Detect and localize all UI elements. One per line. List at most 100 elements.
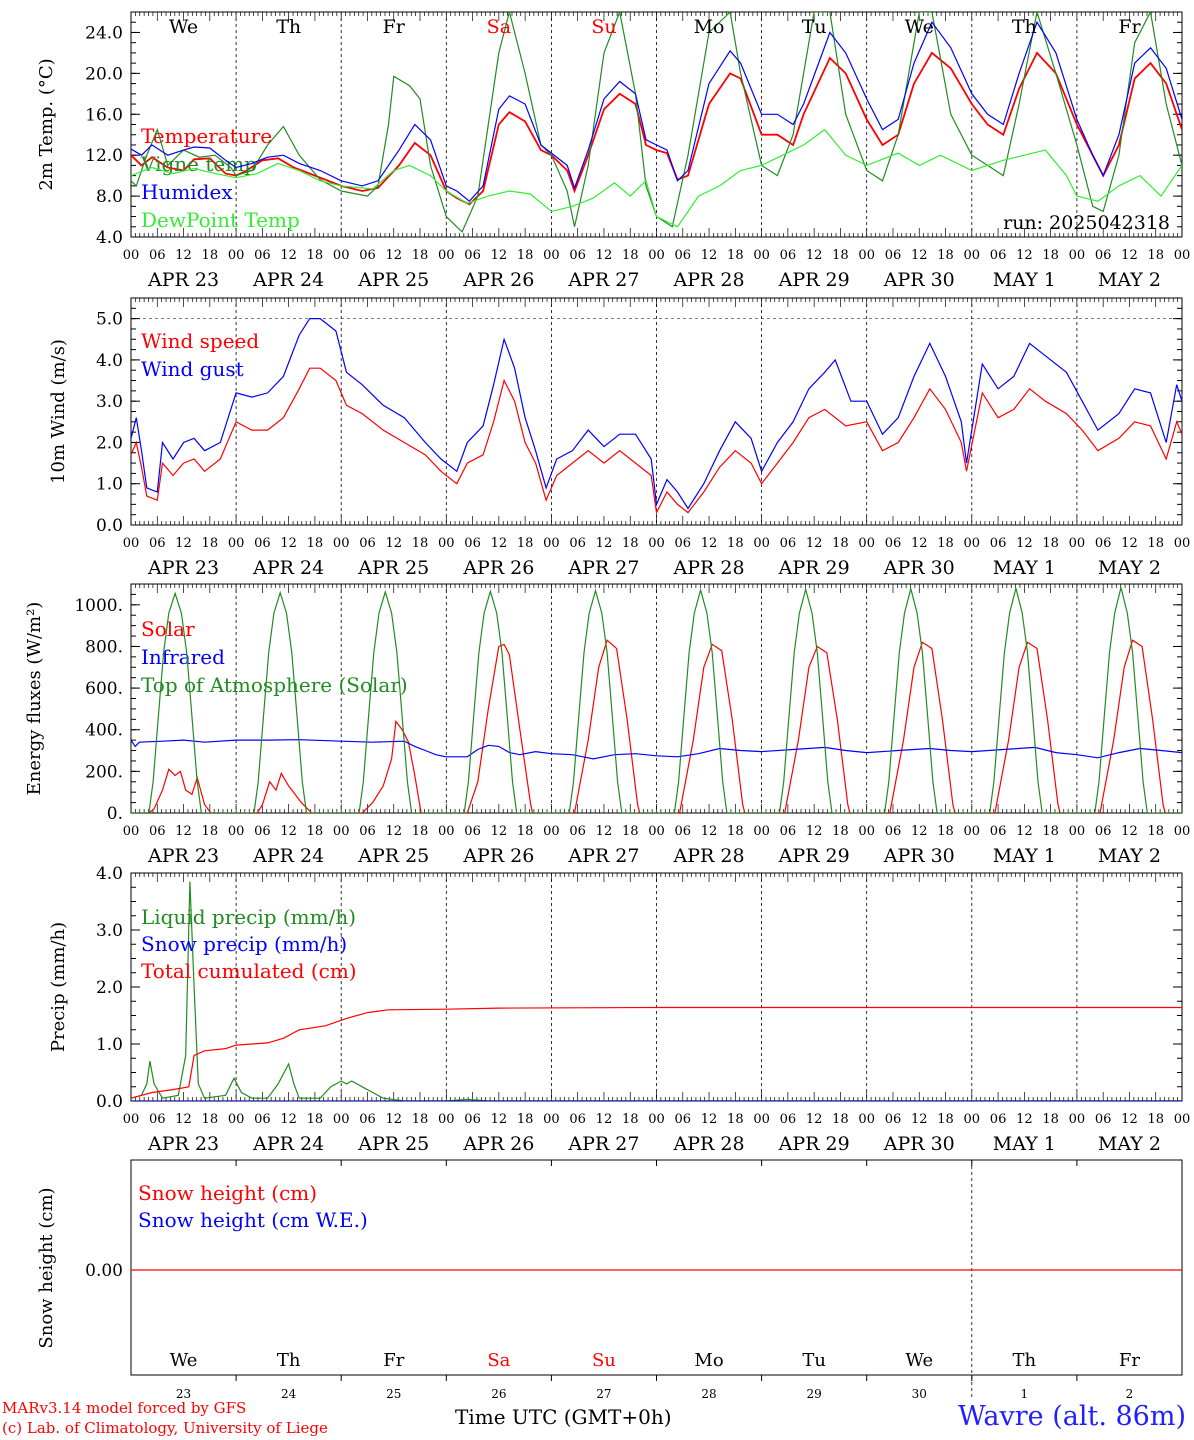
date-label: APR 23 xyxy=(147,269,219,291)
hour-tick-label: 06 xyxy=(780,824,797,839)
hour-tick-label: 06 xyxy=(359,248,376,263)
date-label: APR 28 xyxy=(673,1133,745,1155)
hour-tick-label: 18 xyxy=(307,536,324,551)
date-label: APR 30 xyxy=(883,269,955,291)
hour-tick-label: 06 xyxy=(359,1112,376,1127)
hour-tick-label: 18 xyxy=(412,824,429,839)
y-tick-label: 0.00 xyxy=(85,1261,123,1281)
date-label: APR 26 xyxy=(462,269,534,291)
hour-tick-label: 00 xyxy=(753,824,770,839)
hour-tick-label: 12 xyxy=(491,248,508,263)
hour-tick-label: 18 xyxy=(727,248,744,263)
date-label: APR 28 xyxy=(673,269,745,291)
hour-tick-label: 18 xyxy=(517,824,534,839)
hour-tick-label: 00 xyxy=(964,824,981,839)
hour-tick-label: 18 xyxy=(307,248,324,263)
hour-tick-label: 18 xyxy=(1042,1112,1059,1127)
y-tick-label: 4.0 xyxy=(96,351,123,371)
legend-entry: Snow height (cm W.E.) xyxy=(138,1208,368,1232)
hour-tick-label: 06 xyxy=(464,536,481,551)
series-line xyxy=(131,128,1182,228)
legend-entry: Liquid precip (mm/h) xyxy=(141,905,356,929)
weekday-label: Sa xyxy=(487,16,511,38)
hour-tick-label: 18 xyxy=(1147,1112,1164,1127)
hour-tick-label: 18 xyxy=(622,248,639,263)
date-label: MAY 2 xyxy=(1098,557,1161,579)
hour-tick-label: 18 xyxy=(202,1112,219,1127)
hour-tick-label: 00 xyxy=(228,536,245,551)
hour-tick-label: 06 xyxy=(990,824,1007,839)
date-label: APR 23 xyxy=(147,845,219,867)
hour-tick-label: 06 xyxy=(569,1112,586,1127)
hour-tick-label: 18 xyxy=(1147,824,1164,839)
y-tick-label: 1.0 xyxy=(96,475,123,495)
hour-tick-label: 00 xyxy=(438,1112,455,1127)
hour-tick-label: 00 xyxy=(123,1112,140,1127)
legend-entry: Temperature xyxy=(141,124,272,148)
hour-tick-label: 06 xyxy=(1095,824,1112,839)
hour-tick-label: 18 xyxy=(1147,536,1164,551)
y-tick-label: 1000. xyxy=(74,596,123,616)
hour-tick-label: 06 xyxy=(675,536,692,551)
hour-tick-label: 00 xyxy=(1174,248,1191,263)
hour-tick-label: 18 xyxy=(832,824,849,839)
hour-tick-label: 06 xyxy=(780,248,797,263)
date-label: APR 25 xyxy=(357,269,429,291)
weekday-label: Th xyxy=(277,1350,301,1371)
run-label: run: 2025042318 xyxy=(1003,212,1170,234)
day-number-label: 30 xyxy=(912,1387,927,1401)
date-label: APR 26 xyxy=(462,845,534,867)
legend-entry: Wind gust xyxy=(141,357,244,381)
weekday-label: Mo xyxy=(694,16,725,38)
legend-entry: Total cumulated (cm) xyxy=(141,959,357,983)
hour-tick-label: 06 xyxy=(569,248,586,263)
legend-entry: Wind speed xyxy=(141,329,259,353)
hour-tick-label: 18 xyxy=(622,1112,639,1127)
hour-tick-label: 12 xyxy=(1016,536,1033,551)
hour-tick-label: 12 xyxy=(385,824,402,839)
hour-tick-label: 12 xyxy=(701,824,718,839)
hour-tick-label: 12 xyxy=(280,1112,297,1127)
hour-tick-label: 12 xyxy=(596,248,613,263)
hour-tick-label: 18 xyxy=(517,536,534,551)
date-label: APR 30 xyxy=(883,557,955,579)
date-label: MAY 1 xyxy=(993,845,1056,867)
date-label: APR 25 xyxy=(357,845,429,867)
y-tick-label: 3.0 xyxy=(96,392,123,412)
hour-tick-label: 00 xyxy=(1069,824,1086,839)
hour-tick-label: 18 xyxy=(937,824,954,839)
y-tick-label: 0.0 xyxy=(96,516,123,536)
weekday-label: We xyxy=(170,1350,198,1371)
y-axis-label: Energy fluxes (W/m²) xyxy=(24,602,45,796)
date-label: APR 28 xyxy=(673,845,745,867)
series-line xyxy=(131,881,1182,1101)
y-axis-label: Precip (mm/h) xyxy=(48,922,69,1052)
hour-tick-label: 06 xyxy=(675,824,692,839)
legend-entry: DewPoint Temp xyxy=(141,208,300,232)
date-label: APR 23 xyxy=(147,557,219,579)
hour-tick-label: 12 xyxy=(491,536,508,551)
hour-tick-label: 06 xyxy=(780,536,797,551)
date-label: APR 29 xyxy=(778,557,850,579)
weekday-label: Fr xyxy=(383,1350,404,1371)
hour-tick-label: 12 xyxy=(385,536,402,551)
date-label: APR 28 xyxy=(673,557,745,579)
hour-tick-label: 00 xyxy=(123,824,140,839)
hour-tick-label: 00 xyxy=(333,536,350,551)
y-tick-label: 12.0 xyxy=(85,146,123,166)
day-number-label: 27 xyxy=(596,1387,611,1401)
weekday-label: Su xyxy=(591,16,616,38)
hour-tick-label: 18 xyxy=(727,536,744,551)
hour-tick-label: 00 xyxy=(333,824,350,839)
hour-tick-label: 00 xyxy=(753,1112,770,1127)
hour-tick-label: 12 xyxy=(911,248,928,263)
date-label: APR 30 xyxy=(883,845,955,867)
hour-tick-label: 00 xyxy=(648,536,665,551)
y-tick-label: 16.0 xyxy=(85,105,123,125)
date-label: APR 27 xyxy=(567,1133,639,1155)
date-label: APR 26 xyxy=(462,557,534,579)
day-number-label: 2 xyxy=(1126,1387,1134,1401)
date-label: APR 27 xyxy=(567,557,639,579)
y-tick-label: 1.0 xyxy=(96,1035,123,1055)
weekday-label: Fr xyxy=(383,16,406,38)
